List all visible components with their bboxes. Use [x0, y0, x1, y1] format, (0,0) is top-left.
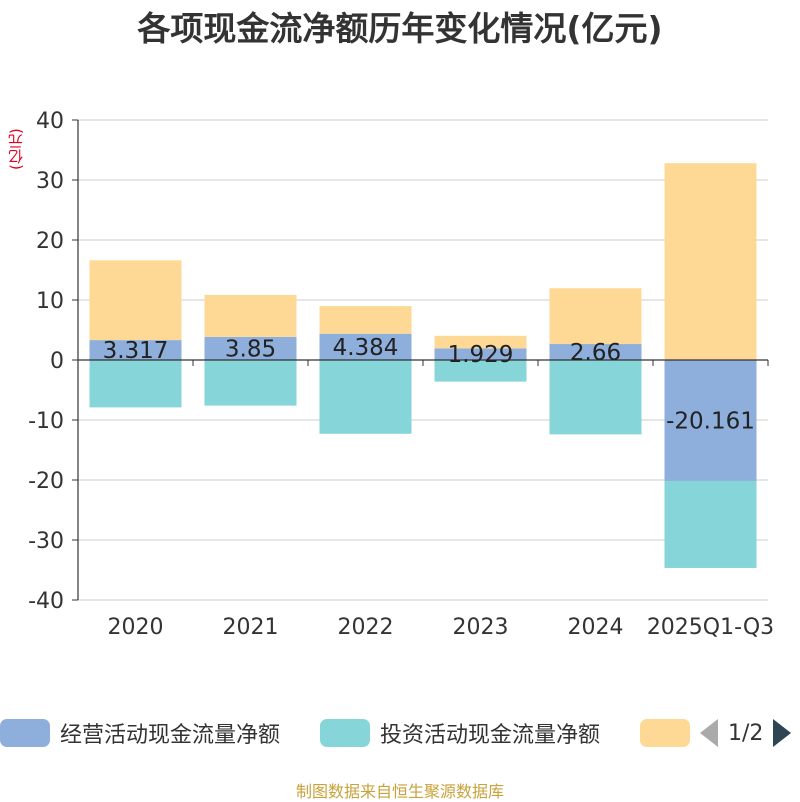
data-label: 4.384 [333, 335, 399, 361]
x-tick-label: 2020 [108, 615, 164, 640]
data-label: 1.929 [448, 342, 514, 368]
legend-swatch-operating [0, 719, 50, 747]
x-tick-label: 2022 [338, 615, 394, 640]
chart-title: 各项现金流净额历年变化情况(亿元) [137, 9, 663, 48]
y-tick-label: -20 [28, 469, 64, 494]
next-page-icon[interactable] [773, 719, 792, 747]
bar-series0-2020 [89, 340, 182, 360]
legend-swatch-financing [640, 719, 690, 747]
y-tick-label: 10 [36, 289, 64, 314]
y-tick-label: -10 [28, 409, 64, 434]
previous-page-icon[interactable] [700, 719, 718, 747]
bar-series0-2021 [204, 336, 297, 360]
bar-series0-2022 [319, 333, 412, 360]
legend: 经营活动现金流量净额 投资活动现金流量净额 1/2 [0, 712, 800, 756]
y-tick-label: -30 [28, 529, 64, 554]
legend-item-financing[interactable] [640, 718, 690, 748]
chart-canvas: 40 30 20 10 0 -10 -20 -30 -40 2020 2021 2022 2023 202… [28, 109, 774, 640]
bar-series1-2021 [204, 360, 297, 406]
data-label: 2.66 [570, 340, 621, 366]
legend-pager: 1/2 [700, 718, 792, 748]
y-tick-label: 0 [50, 349, 64, 374]
bar-series2-2020 [89, 260, 182, 341]
x-tick-label: 2024 [568, 615, 624, 640]
data-source-note: 制图数据来自恒生聚源数据库 [295, 782, 504, 801]
legend-item-investing[interactable]: 投资活动现金流量净额 [320, 718, 600, 748]
bar-series1-2025Q1-Q3 [664, 480, 757, 568]
y-tick-label: 20 [36, 229, 64, 254]
y-tick-label: 40 [36, 109, 64, 134]
x-tick-label: 2021 [223, 615, 279, 640]
bar-series1-2022 [319, 360, 412, 434]
legend-item-operating[interactable]: 经营活动现金流量净额 [0, 718, 280, 748]
x-tick-label: 2025Q1-Q3 [647, 615, 774, 640]
bar-series0-2025Q1-Q3 [664, 360, 757, 481]
bar-series0-2024 [549, 344, 642, 360]
legend-swatch-investing [320, 719, 370, 747]
bar-series0-2023 [434, 348, 527, 360]
bar-series1-2020 [89, 360, 182, 408]
data-label: 3.317 [103, 338, 169, 364]
bar-series2-2025Q1-Q3 [664, 163, 757, 360]
bar-series2-2023 [434, 335, 527, 349]
data-label: 3.85 [225, 336, 276, 362]
data-label: -20.161 [666, 408, 755, 434]
bar-series2-2024 [549, 288, 642, 345]
bar-series1-2024 [549, 360, 642, 435]
x-tick-label: 2023 [453, 615, 509, 640]
y-tick-label: 30 [36, 169, 64, 194]
legend-page-indicator: 1/2 [728, 720, 764, 746]
y-tick-label: -40 [28, 589, 64, 614]
legend-label-operating: 经营活动现金流量净额 [60, 723, 281, 748]
bar-series2-2021 [204, 294, 297, 337]
bar-series1-2023 [434, 360, 527, 382]
legend-label-investing: 投资活动现金流量净额 [380, 723, 601, 748]
bar-series2-2022 [319, 306, 412, 334]
